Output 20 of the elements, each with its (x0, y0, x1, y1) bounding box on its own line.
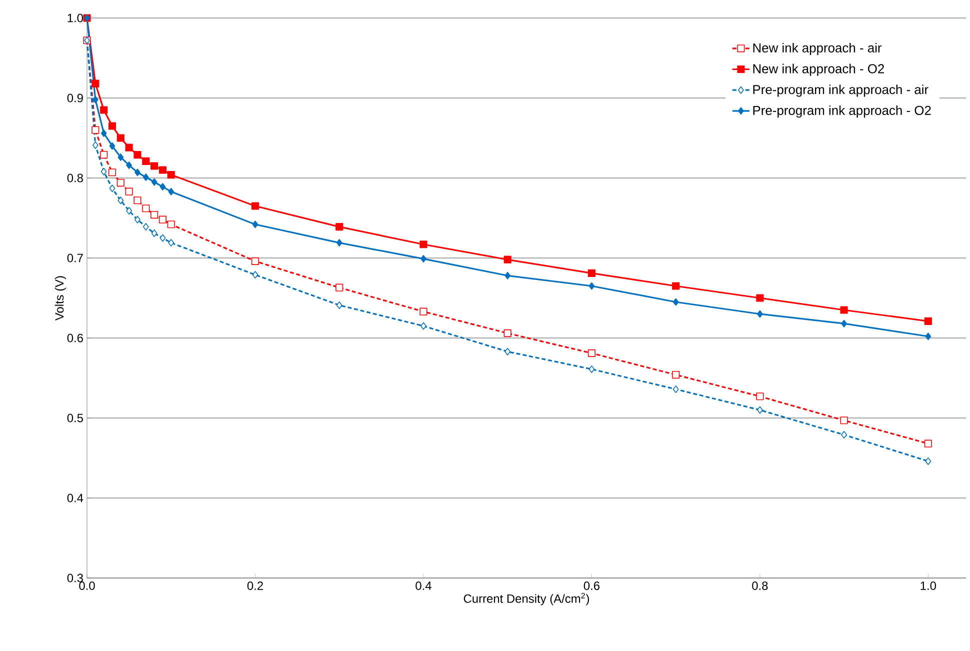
x-axis-title: Current Density (A/cm$^{2}$) (464, 592, 590, 606)
x-tick-label: 0.2 (247, 582, 263, 590)
y-axis-title: Volts (V) (54, 276, 66, 321)
y-tick-label: 0.6 (67, 334, 83, 342)
y-tick-label: 1.0 (68, 14, 84, 22)
y-tick-label: 0.4 (67, 494, 84, 502)
x-tick-label: 0.4 (416, 582, 432, 590)
legend-label: Pre-program ink approach - air (753, 84, 928, 97)
y-tick-label: 0.5 (67, 414, 83, 422)
x-tick-label: 0.0 (79, 582, 95, 590)
x-tick-label: 0.6 (584, 582, 600, 590)
y-tick-label: 0.8 (67, 174, 83, 182)
legend-label: New ink approach - O2 (753, 64, 884, 76)
legend-label: New ink approach - air (753, 42, 882, 56)
y-tick-label: 0.3 (67, 574, 83, 582)
y-tick-label: 0.7 (67, 254, 83, 262)
x-tick-label: 1.0 (920, 582, 936, 590)
x-tick-label: 0.8 (752, 582, 768, 590)
y-tick-label: 0.9 (67, 94, 83, 102)
legend-label: Pre-program ink approach - O2 (753, 105, 931, 118)
